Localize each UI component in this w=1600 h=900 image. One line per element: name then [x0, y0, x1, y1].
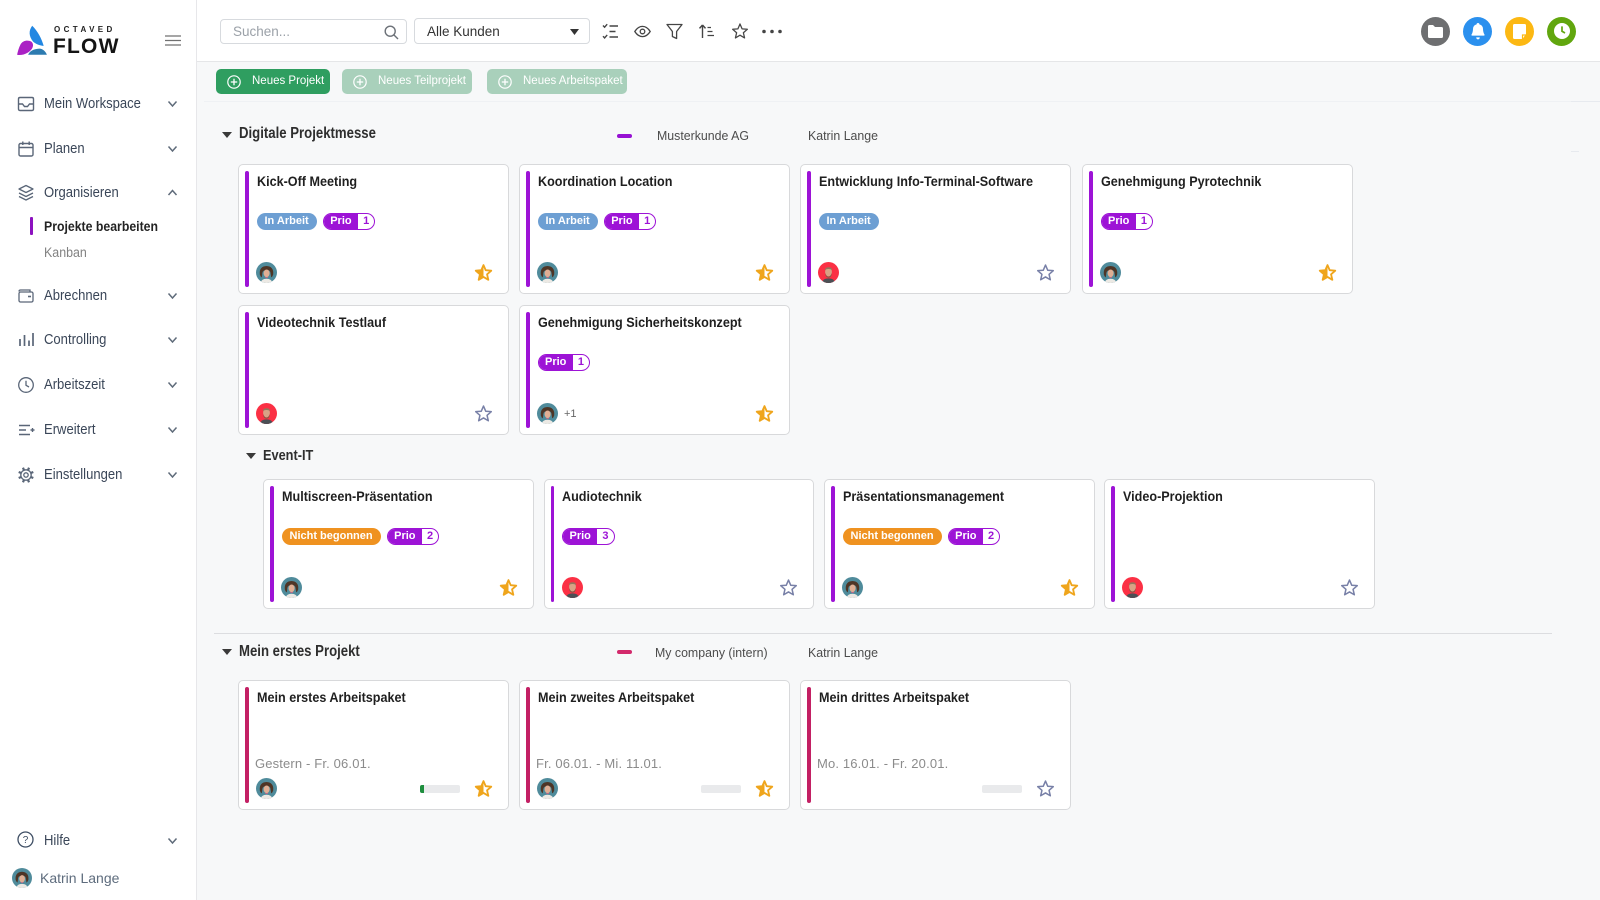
svg-text:?: ?: [23, 835, 29, 846]
